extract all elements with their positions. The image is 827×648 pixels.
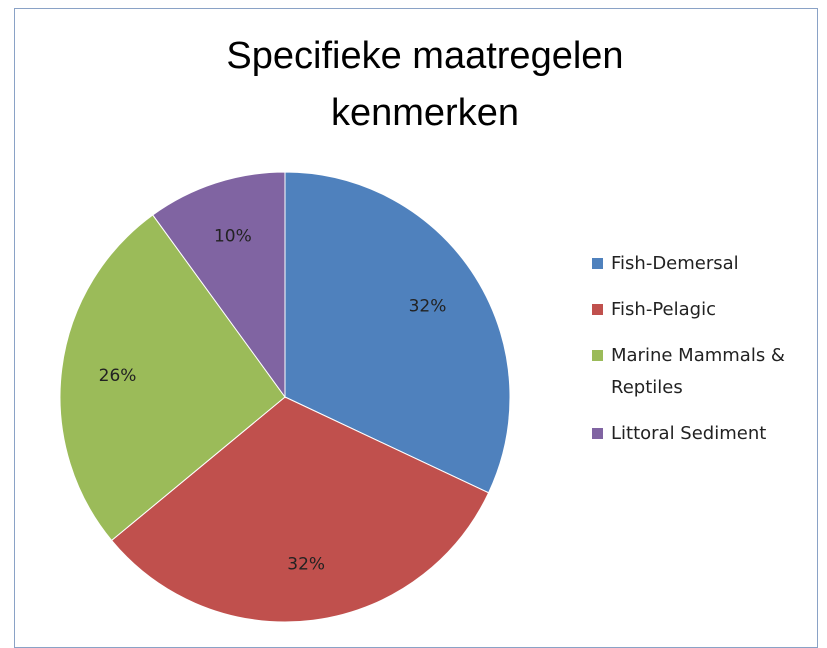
pie-slice bbox=[59, 214, 286, 542]
legend-item: Fish-Demersal bbox=[592, 248, 817, 280]
legend-label: Fish-Pelagic bbox=[611, 299, 716, 320]
data-label: 26% bbox=[99, 366, 137, 386]
data-label: 32% bbox=[287, 554, 325, 574]
page: {"chart_data": {"type": "pie", "title": … bbox=[14, 8, 818, 648]
legend: Fish-Demersal Fish-Pelagic Marine Mammals … bbox=[592, 248, 817, 464]
data-label: 10% bbox=[214, 227, 252, 247]
pie-slice bbox=[110, 396, 490, 623]
legend-swatch bbox=[592, 350, 603, 361]
pie-slice bbox=[284, 171, 511, 494]
legend-swatch bbox=[592, 428, 603, 439]
pie-chart: 32% 32% 26% 10% bbox=[59, 171, 511, 623]
legend-label: Fish-Demersal bbox=[611, 253, 739, 274]
data-label: 32% bbox=[409, 297, 447, 317]
legend-label: Marine Mammals & Reptiles bbox=[611, 345, 785, 398]
legend-swatch bbox=[592, 258, 603, 269]
legend-label: Littoral Sediment bbox=[611, 423, 767, 444]
legend-item: Marine Mammals & Reptiles bbox=[592, 340, 817, 404]
legend-swatch bbox=[592, 304, 603, 315]
legend-item: Fish-Pelagic bbox=[592, 294, 817, 326]
chart-title: Specifieke maatregelen kenmerken bbox=[226, 35, 624, 134]
pie-slice bbox=[152, 171, 286, 399]
legend-item: Littoral Sediment bbox=[592, 418, 817, 450]
